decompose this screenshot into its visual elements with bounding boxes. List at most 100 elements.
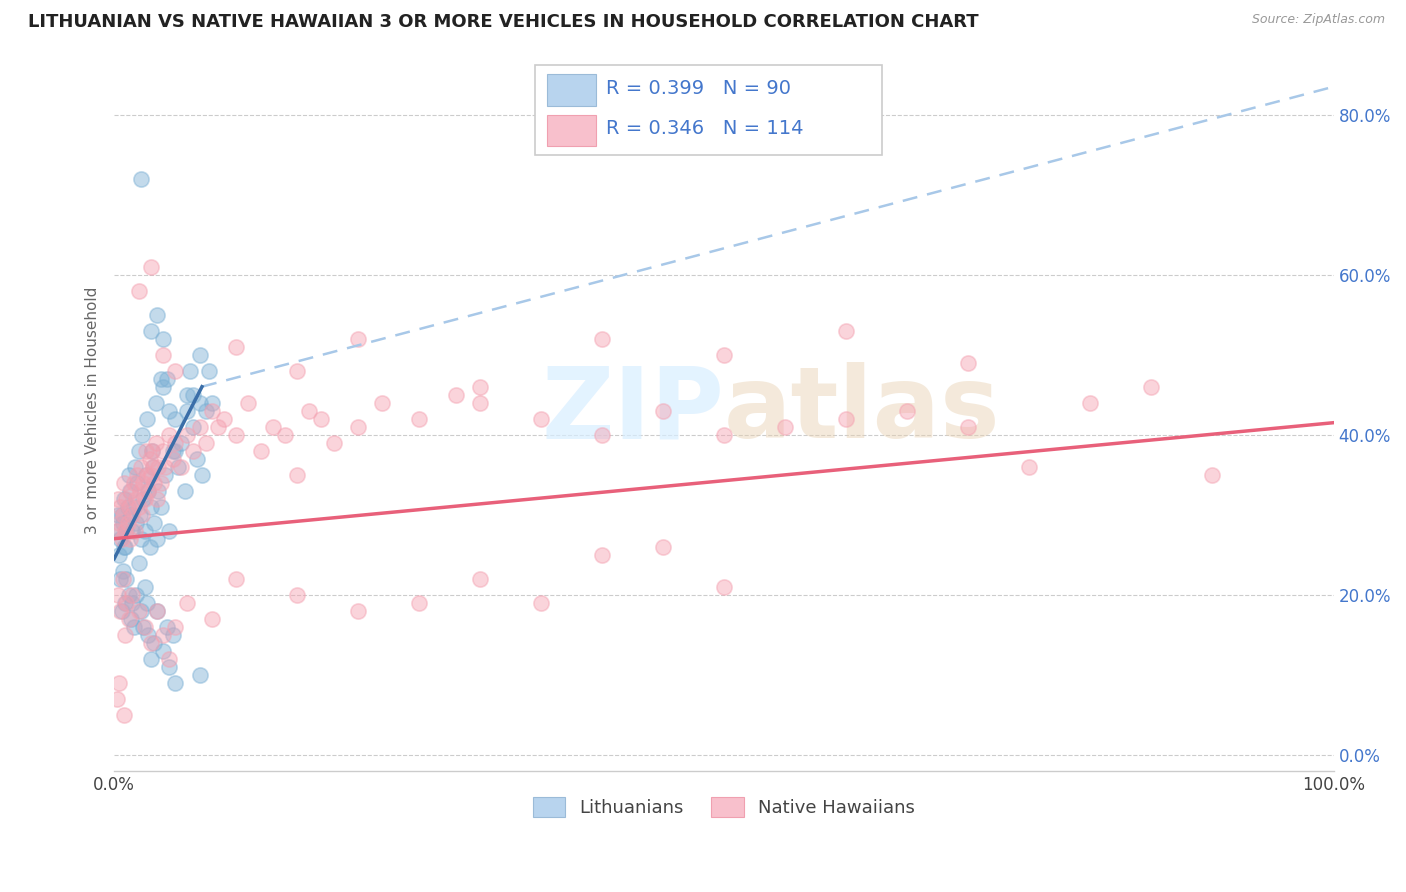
Point <box>138 628 160 642</box>
Point <box>194 435 217 450</box>
Point <box>298 403 321 417</box>
Point <box>713 348 735 362</box>
Point <box>468 395 491 409</box>
Point <box>146 604 169 618</box>
Point <box>652 540 675 554</box>
Point <box>176 427 198 442</box>
Point <box>121 596 143 610</box>
Point <box>146 308 169 322</box>
Point <box>120 483 142 498</box>
Point <box>141 443 163 458</box>
Point <box>162 628 184 642</box>
Text: ZIP: ZIP <box>541 362 724 459</box>
Text: atlas: atlas <box>724 362 1001 459</box>
Text: R = 0.346   N = 114: R = 0.346 N = 114 <box>606 119 803 138</box>
Point <box>115 524 138 538</box>
Point <box>110 572 132 586</box>
Point <box>105 524 128 538</box>
Point <box>120 612 142 626</box>
Point <box>207 419 229 434</box>
Point <box>128 508 150 522</box>
Point <box>835 411 858 425</box>
Point <box>122 500 145 514</box>
Point <box>134 491 156 506</box>
Point <box>170 435 193 450</box>
Y-axis label: 3 or more Vehicles in Household: 3 or more Vehicles in Household <box>86 287 100 534</box>
Point <box>1078 395 1101 409</box>
Point <box>139 651 162 665</box>
Point <box>225 340 247 354</box>
Point <box>138 483 160 498</box>
Point <box>170 459 193 474</box>
Point <box>114 540 136 554</box>
Point <box>138 451 160 466</box>
Point <box>124 524 146 538</box>
Point <box>107 491 129 506</box>
Point <box>128 284 150 298</box>
Point <box>128 483 150 498</box>
Point <box>152 643 174 657</box>
Point <box>118 612 141 626</box>
Point <box>408 596 430 610</box>
Point <box>201 612 224 626</box>
Point <box>112 540 135 554</box>
Point <box>111 572 134 586</box>
Point <box>115 491 138 506</box>
Point <box>591 548 613 562</box>
Point <box>162 451 184 466</box>
Point <box>371 395 394 409</box>
Point <box>166 459 188 474</box>
Point <box>112 707 135 722</box>
Point <box>188 667 211 681</box>
Point <box>176 596 198 610</box>
Point <box>132 491 155 506</box>
Point <box>114 628 136 642</box>
Legend: Lithuanians, Native Hawaiians: Lithuanians, Native Hawaiians <box>524 788 924 827</box>
Point <box>165 435 187 450</box>
Point <box>198 364 221 378</box>
Point <box>110 604 132 618</box>
Point <box>174 483 197 498</box>
Point <box>118 532 141 546</box>
Point <box>165 411 187 425</box>
Point <box>956 419 979 434</box>
Point <box>1139 380 1161 394</box>
Point <box>139 260 162 274</box>
Point <box>125 491 148 506</box>
Point <box>115 572 138 586</box>
Point <box>128 556 150 570</box>
Point <box>201 403 224 417</box>
Point <box>114 524 136 538</box>
Point <box>179 364 201 378</box>
Text: LITHUANIAN VS NATIVE HAWAIIAN 3 OR MORE VEHICLES IN HOUSEHOLD CORRELATION CHART: LITHUANIAN VS NATIVE HAWAIIAN 3 OR MORE … <box>28 13 979 31</box>
Point <box>591 427 613 442</box>
Point <box>155 459 177 474</box>
Point <box>212 411 235 425</box>
Point <box>143 475 166 490</box>
Point <box>139 324 162 338</box>
Point <box>145 395 167 409</box>
Point <box>157 524 180 538</box>
Point <box>136 411 159 425</box>
Point <box>347 419 370 434</box>
Point <box>118 467 141 482</box>
Point <box>129 171 152 186</box>
Point <box>152 443 174 458</box>
Point <box>118 483 141 498</box>
Point <box>149 475 172 490</box>
Point <box>652 403 675 417</box>
Point <box>183 419 205 434</box>
Point <box>136 596 159 610</box>
Point <box>139 467 162 482</box>
Point <box>108 548 131 562</box>
Point <box>201 395 224 409</box>
Point <box>143 516 166 530</box>
Point <box>238 395 260 409</box>
Point <box>285 467 308 482</box>
Point <box>105 691 128 706</box>
Point <box>111 564 134 578</box>
Point <box>713 580 735 594</box>
Point <box>165 443 187 458</box>
Point <box>347 604 370 618</box>
Point <box>194 403 217 417</box>
